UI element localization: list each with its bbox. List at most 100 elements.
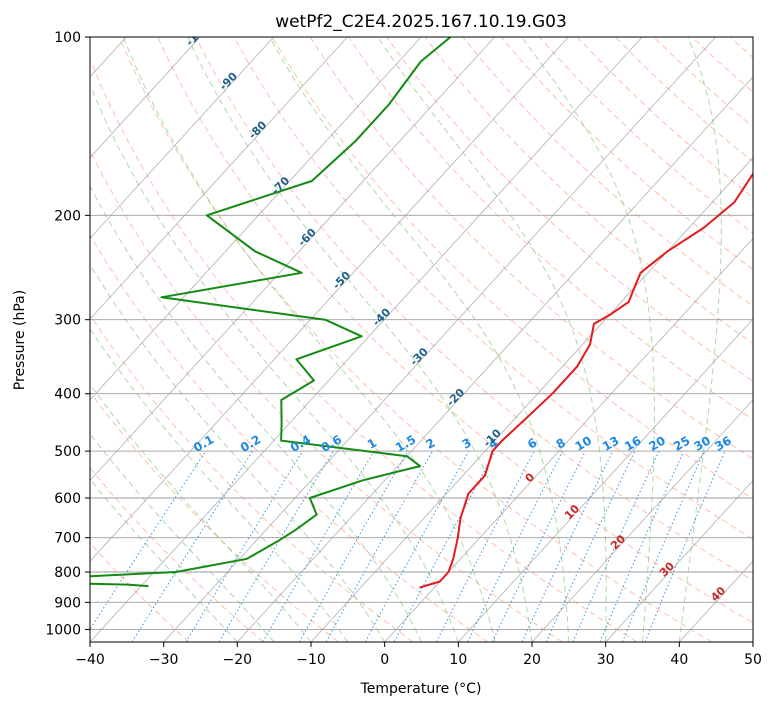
mixing-ratio-line: [621, 450, 705, 642]
moist-adiabat-label: 10: [562, 502, 582, 522]
dry-adiabat-line: [90, 58, 638, 642]
mixing-ratio-line: [467, 450, 564, 642]
moist-adiabat-line: [90, 433, 275, 642]
temperature-profile-line: [419, 172, 753, 589]
mixing-ratio-label: 0.1: [191, 432, 216, 455]
dry-adiabat-line: [195, 37, 753, 582]
isotherm-line: [752, 641, 753, 642]
moist-adiabat-line: [377, 37, 607, 642]
dry-adiabat-line: [462, 37, 753, 307]
dry-adiabat-label: -90: [217, 70, 240, 93]
plot-frame: [89, 36, 754, 643]
x-tick-label: −40: [75, 652, 105, 668]
mixing-ratio-label: 3: [460, 435, 474, 451]
mixing-ratio-label: 2: [423, 435, 437, 451]
moist-adiabat-line: [90, 263, 386, 642]
dry-adiabat-line: [157, 37, 753, 624]
dry-adiabat-line: [653, 37, 753, 128]
dry-adiabat-line: [90, 542, 190, 642]
mixing-ratio-line: [262, 450, 375, 642]
y-tick-label: 800: [54, 565, 81, 581]
dry-adiabat-line: [768, 37, 775, 642]
isotherm-line: [531, 399, 753, 642]
y-tick-label: 900: [54, 595, 81, 611]
isotherm-line: [237, 76, 753, 642]
dry-adiabat-line: [424, 37, 753, 344]
y-tick-label: 700: [54, 531, 81, 547]
dry-adiabat-line: [691, 37, 753, 93]
mixing-ratio-line: [572, 450, 660, 642]
dry-adiabat-line: [90, 467, 264, 642]
y-tick-label: 200: [54, 208, 81, 224]
mixing-ratio-label: 0.6: [319, 432, 344, 455]
mixing-ratio-line: [393, 450, 496, 642]
dry-adiabat-line: [576, 37, 753, 198]
dry-adiabat-label: -50: [330, 268, 353, 291]
mixing-ratio-line: [218, 450, 334, 642]
y-tick-label: 1000: [45, 622, 81, 638]
x-tick-label: 30: [597, 652, 615, 668]
isotherm-line: [90, 37, 274, 239]
dry-adiabat-line: [90, 391, 339, 642]
moist-adiabat-line: [269, 37, 570, 642]
x-tick-label: −30: [149, 652, 179, 668]
isotherm-line: [90, 37, 348, 320]
moist-adiabat-line: [90, 327, 349, 642]
moist-adiabat-label: 30: [657, 559, 677, 579]
mixing-ratio-label: 0.4: [288, 432, 313, 455]
mixing-ratio-line: [90, 450, 207, 631]
moist-adiabat-line: [90, 185, 422, 642]
moist-adiabat-line: [521, 37, 655, 642]
moist-adiabat-line: [186, 37, 533, 642]
mixing-ratio-line: [599, 450, 685, 642]
dry-adiabat-line: [118, 37, 712, 642]
y-tick-label: 400: [54, 387, 81, 403]
dry-adiabat-line: [729, 37, 753, 59]
x-tick-label: 50: [744, 652, 762, 668]
x-tick-label: 10: [449, 652, 467, 668]
isotherm-line: [90, 37, 495, 482]
x-axis-label: Temperature (°C): [360, 681, 482, 697]
dry-adiabat-line: [538, 37, 753, 234]
dry-adiabat-line: [271, 37, 753, 500]
mixing-ratio-line: [364, 450, 470, 642]
mixing-ratio-line: [131, 450, 254, 642]
moist-adiabat-line: [678, 37, 722, 642]
dry-adiabat-line: [309, 37, 753, 460]
y-axis-label: Pressure (hPa): [12, 290, 28, 390]
mixing-ratio-line: [185, 450, 304, 642]
moist-adiabat-label: 40: [708, 584, 728, 604]
mixing-ratio-line: [644, 450, 726, 642]
chart-title: wetPf2_C2E4.2025.167.10.19.G03: [275, 12, 567, 32]
mixing-ratio-label: 0.2: [238, 432, 263, 455]
y-tick-label: 600: [54, 491, 81, 507]
isotherm-line: [90, 37, 643, 642]
x-tick-label: 40: [670, 652, 688, 668]
y-tick-label: 100: [54, 30, 81, 46]
dry-adiabat-line: [347, 37, 753, 421]
x-tick-label: 20: [523, 652, 541, 668]
moist-adiabat-label: 20: [608, 532, 628, 552]
isotherm-line: [90, 37, 569, 562]
dry-adiabat-label: -40: [370, 305, 393, 328]
isotherm-line: [310, 157, 753, 642]
moist-adiabat-line: [90, 478, 238, 642]
moist-adiabat-line: [90, 83, 459, 642]
x-tick-label: −10: [296, 652, 326, 668]
dry-adiabat-line: [90, 149, 563, 642]
mixing-ratio-line: [491, 450, 586, 642]
dry-adiabat-label: -10: [481, 426, 504, 449]
dry-adiabat-label: -100: [183, 20, 212, 49]
dry-adiabat-label: -60: [296, 226, 319, 249]
y-tick-label: 500: [54, 444, 81, 460]
y-tick-label: 300: [54, 313, 81, 329]
dry-adiabat-line: [615, 37, 753, 163]
isotherm-line: [605, 479, 753, 642]
x-tick-label: −20: [223, 652, 253, 668]
dry-adiabat-label: -30: [408, 345, 431, 368]
isotherm-line: [458, 318, 753, 642]
isotherm-line: [384, 237, 753, 642]
mixing-ratio-line: [325, 450, 433, 642]
dewpoint-profile-line: [90, 37, 452, 588]
